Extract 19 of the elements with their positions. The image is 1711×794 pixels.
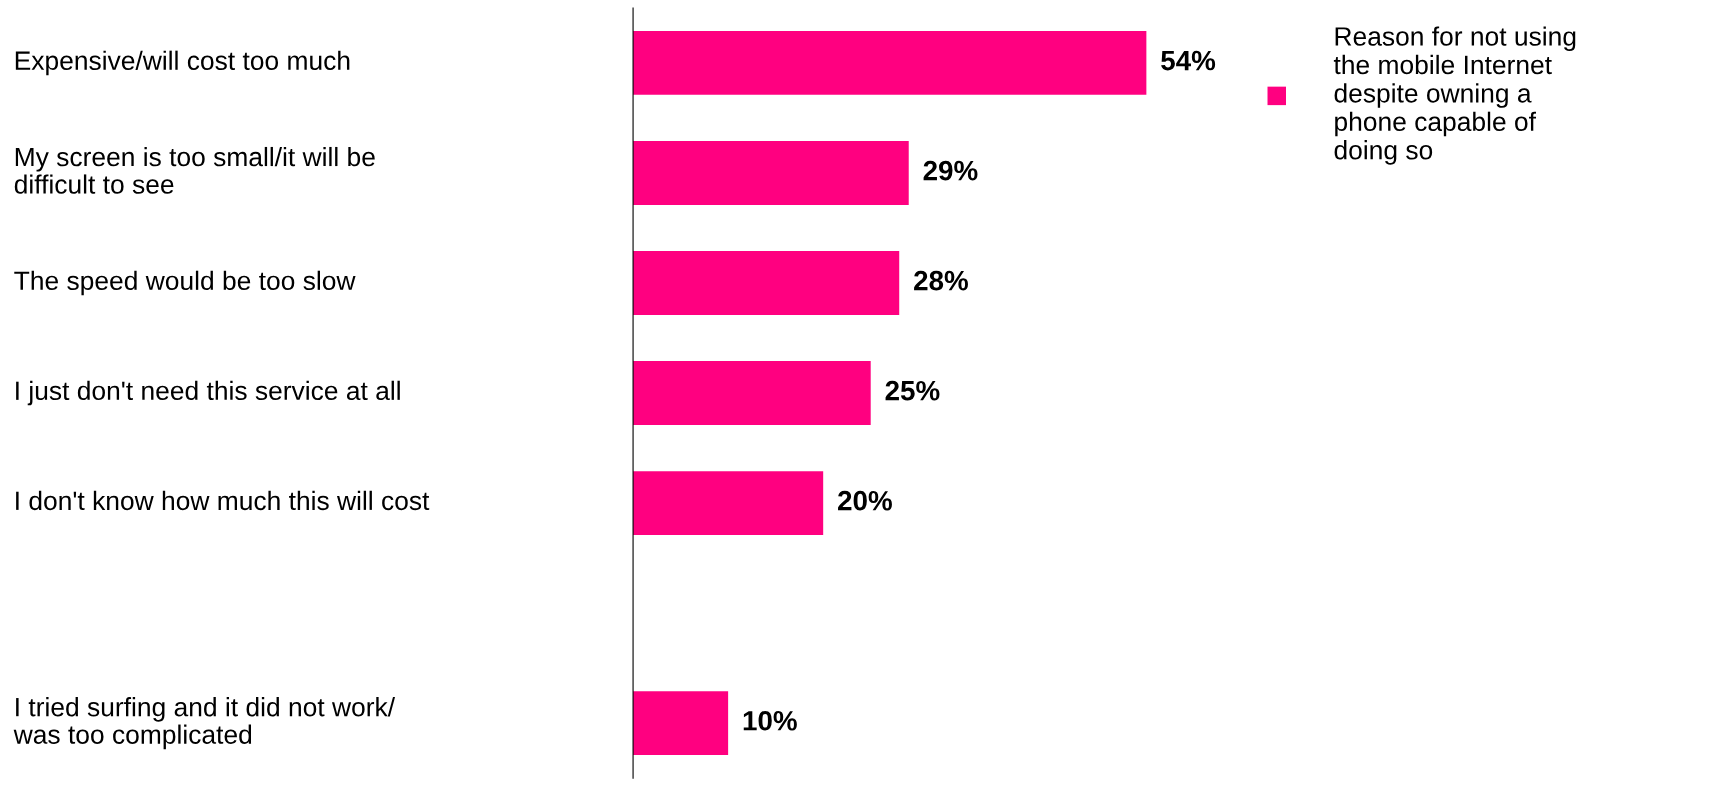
y-tick-label: My screen is too small/it will be difficult to see <box>14 146 375 194</box>
bar <box>633 31 1147 95</box>
data-label: 28% <box>914 270 968 291</box>
data-label: 29% <box>923 160 978 181</box>
y-tick-label: Expensive/will cost too much <box>15 50 350 76</box>
legend-label: Reason for not using the mobile Internet despite owning a phone capable of doing so <box>1333 26 1576 165</box>
bar <box>633 471 824 535</box>
y-tick-label: I don't know how much this will cost <box>16 490 430 511</box>
data-label: 54% <box>1161 50 1216 71</box>
data-label: 20% <box>838 490 892 511</box>
data-label: 25% <box>885 380 940 401</box>
bar <box>633 361 871 425</box>
data-label: 10% <box>743 710 797 731</box>
bar <box>633 251 900 315</box>
y-tick-label: The speed would be too slow <box>14 270 356 296</box>
y-tick-label: I tried surfing and it did not work/ was too complicated <box>13 697 396 750</box>
y-tick-label: I just don't need this service at all <box>16 380 400 406</box>
bar <box>633 141 909 205</box>
bar <box>633 691 729 756</box>
